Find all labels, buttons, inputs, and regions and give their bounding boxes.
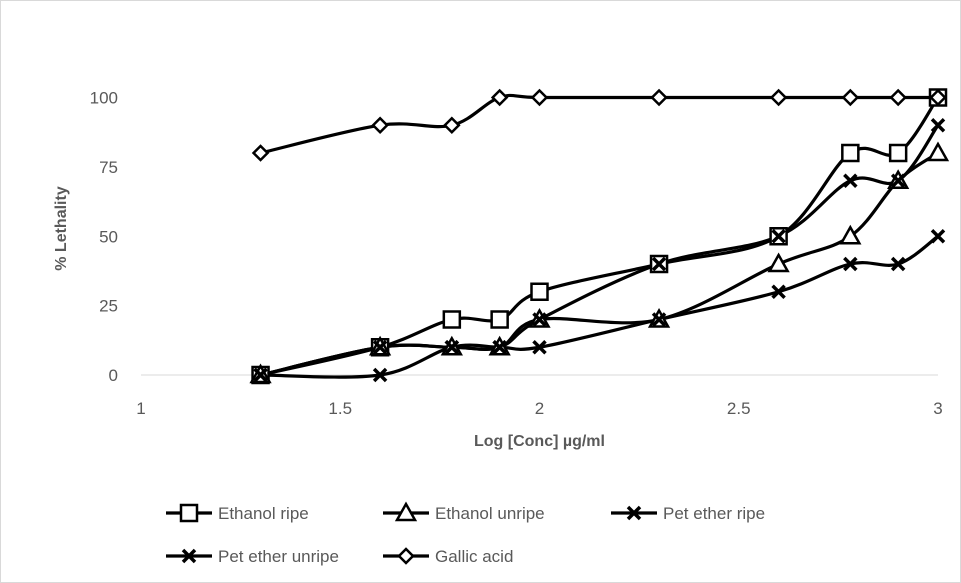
- data-point-pet-ether-ripe: [532, 312, 547, 327]
- y-tick-label: 0: [109, 366, 118, 385]
- legend-label-ethanol-ripe: Ethanol ripe: [218, 504, 309, 523]
- legend-label-ethanol-unripe: Ethanol unripe: [435, 504, 545, 523]
- data-point-ethanol-ripe: [490, 310, 509, 329]
- data-point-gallic-acid: [251, 144, 270, 162]
- x-tick-label: 1: [136, 399, 145, 418]
- data-point-pet-ether-unripe: [843, 256, 858, 272]
- data-point-ethanol-unripe: [839, 224, 862, 245]
- y-axis-title: % Lethality: [53, 186, 70, 271]
- legend-marker-pet-ether-unripe: [181, 548, 197, 564]
- data-point-ethanol-ripe: [442, 310, 462, 329]
- series-line-pet-ether-ripe: [260, 124, 940, 377]
- x-axis-title: Log [Conc] µg/ml: [474, 433, 605, 450]
- series-line-ethanol-unripe: [260, 151, 939, 377]
- data-point-pet-ether-unripe: [253, 367, 268, 383]
- x-tick-label: 2.5: [727, 399, 751, 418]
- data-point-pet-ether-unripe: [372, 367, 388, 383]
- data-point-pet-ether-ripe: [771, 229, 786, 244]
- data-point-gallic-acid: [371, 116, 389, 135]
- data-point-gallic-acid: [929, 88, 947, 107]
- x-tick-label: 2: [535, 399, 544, 418]
- data-point-gallic-acid: [530, 88, 549, 107]
- data-point-pet-ether-unripe: [771, 284, 786, 299]
- legend-marker-ethanol-ripe: [179, 503, 199, 523]
- data-point-gallic-acid: [769, 88, 788, 107]
- data-point-pet-ether-unripe: [444, 340, 460, 355]
- series-line-gallic-acid: [260, 93, 938, 155]
- data-point-pet-ether-unripe: [890, 256, 906, 272]
- data-point-gallic-acid: [443, 116, 461, 135]
- y-tick-label: 100: [90, 89, 118, 108]
- series-line-pet-ether-unripe: [260, 234, 939, 379]
- data-point-gallic-acid: [650, 88, 668, 107]
- data-point-ethanol-ripe: [841, 143, 860, 163]
- data-point-pet-ether-ripe: [843, 173, 858, 188]
- data-point-ethanol-unripe: [767, 252, 790, 273]
- legend-label-gallic-acid: Gallic acid: [435, 547, 513, 566]
- data-point-gallic-acid: [490, 88, 509, 107]
- legend-marker-pet-ether-ripe: [626, 505, 642, 521]
- data-point-pet-ether-ripe: [372, 340, 388, 355]
- data-point-gallic-acid: [841, 88, 860, 107]
- data-point-gallic-acid: [889, 88, 907, 107]
- data-point-pet-ether-unripe: [532, 340, 547, 355]
- legend-label-pet-ether-unripe: Pet ether unripe: [218, 547, 339, 566]
- data-point-pet-ether-unripe: [651, 312, 667, 327]
- y-tick-label: 50: [99, 227, 118, 246]
- series-line-ethanol-ripe: [260, 96, 940, 377]
- x-tick-label: 1.5: [328, 399, 352, 418]
- data-point-pet-ether-unripe: [930, 229, 946, 244]
- data-point-pet-ether-ripe: [651, 256, 667, 272]
- data-point-pet-ether-ripe: [930, 118, 946, 133]
- data-point-ethanol-ripe: [888, 143, 908, 163]
- y-tick-label: 25: [99, 297, 118, 316]
- legend-marker-ethanol-unripe: [394, 501, 418, 522]
- x-tick-label: 3: [933, 399, 942, 418]
- legend-label-pet-ether-ripe: Pet ether ripe: [663, 504, 765, 523]
- y-tick-label: 75: [99, 158, 118, 177]
- data-point-pet-ether-unripe: [492, 340, 507, 355]
- legend-marker-gallic-acid: [397, 547, 415, 565]
- data-point-ethanol-ripe: [530, 282, 549, 301]
- data-point-ethanol-unripe: [926, 141, 950, 162]
- data-point-pet-ether-ripe: [890, 173, 906, 188]
